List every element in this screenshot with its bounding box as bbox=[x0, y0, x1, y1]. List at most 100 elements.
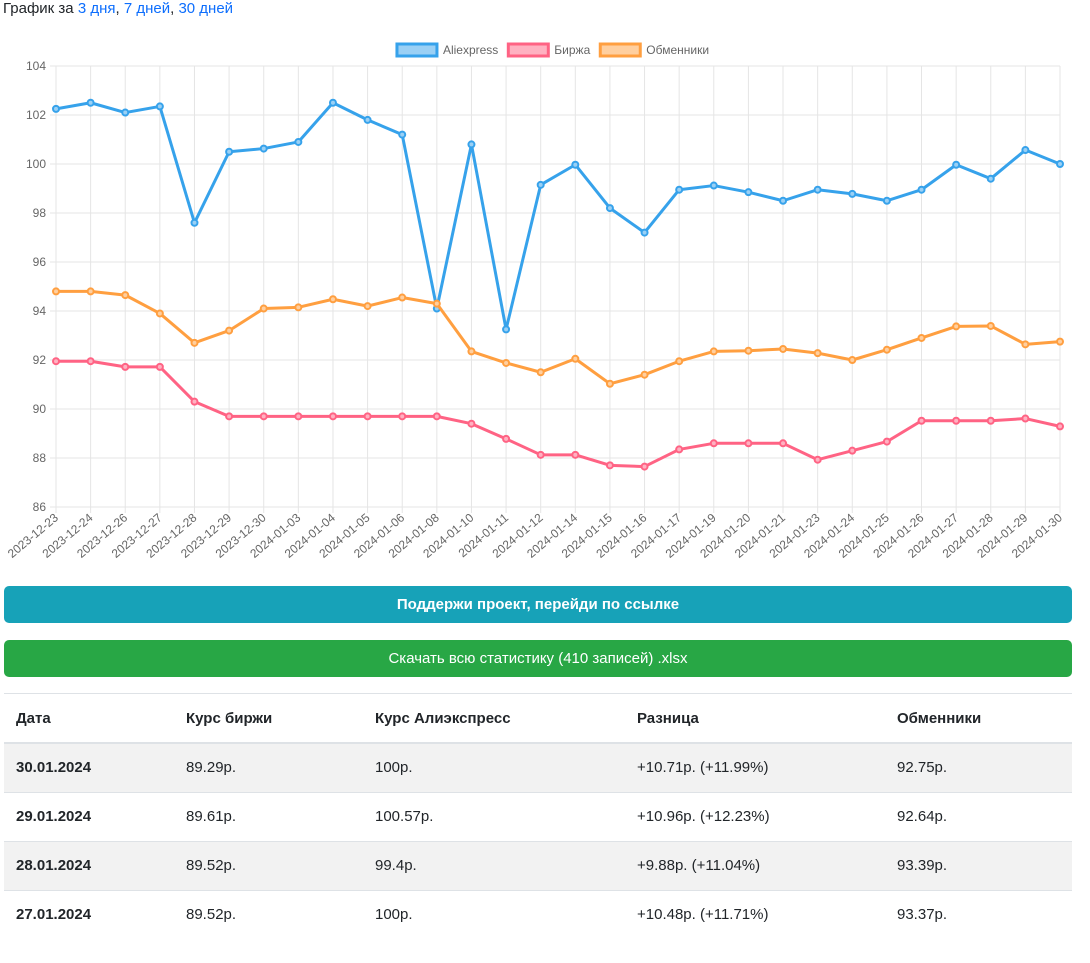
data-point[interactable] bbox=[225, 326, 234, 335]
data-point[interactable] bbox=[190, 397, 199, 406]
data-point[interactable] bbox=[536, 180, 545, 189]
data-point[interactable] bbox=[86, 98, 95, 107]
data-point[interactable] bbox=[467, 347, 476, 356]
data-point[interactable] bbox=[744, 188, 753, 197]
data-point[interactable] bbox=[52, 104, 60, 113]
data-point[interactable] bbox=[294, 303, 303, 312]
data-point[interactable] bbox=[675, 357, 684, 366]
data-point[interactable] bbox=[398, 412, 407, 421]
data-point[interactable] bbox=[536, 368, 545, 377]
data-point[interactable] bbox=[848, 446, 857, 455]
data-point[interactable] bbox=[848, 189, 857, 198]
data-point[interactable] bbox=[1021, 340, 1030, 349]
data-point[interactable] bbox=[675, 445, 684, 454]
data-point[interactable] bbox=[86, 357, 95, 366]
data-point[interactable] bbox=[121, 108, 130, 117]
data-point[interactable] bbox=[986, 321, 995, 330]
data-point[interactable] bbox=[363, 115, 372, 124]
period-link-3-days[interactable]: 3 дня bbox=[77, 0, 116, 17]
data-point[interactable] bbox=[986, 174, 995, 183]
download-statistics-button[interactable]: Скачать всю статистику (410 записей) .xl… bbox=[4, 640, 1072, 677]
data-point[interactable] bbox=[294, 412, 303, 421]
data-point[interactable] bbox=[675, 185, 684, 194]
data-point[interactable] bbox=[432, 299, 441, 308]
data-point[interactable] bbox=[640, 462, 649, 471]
data-point[interactable] bbox=[917, 416, 926, 425]
data-point[interactable] bbox=[502, 325, 511, 334]
data-point[interactable] bbox=[398, 130, 407, 139]
data-point[interactable] bbox=[536, 450, 545, 459]
data-point[interactable] bbox=[155, 362, 164, 371]
legend-item[interactable]: Aliexpress bbox=[395, 42, 498, 58]
data-point[interactable] bbox=[605, 379, 614, 388]
cell-exchangers: 93.37р. bbox=[885, 889, 1072, 939]
data-point[interactable] bbox=[813, 349, 822, 358]
data-point[interactable] bbox=[952, 322, 961, 331]
data-point[interactable] bbox=[709, 439, 718, 448]
data-point[interactable] bbox=[225, 412, 234, 421]
data-point[interactable] bbox=[467, 419, 476, 428]
data-point[interactable] bbox=[225, 147, 234, 156]
data-point[interactable] bbox=[155, 309, 164, 318]
data-point[interactable] bbox=[328, 98, 337, 107]
data-point[interactable] bbox=[52, 287, 60, 296]
period-link-7-days[interactable]: 7 дней bbox=[123, 0, 171, 17]
data-point[interactable] bbox=[259, 144, 268, 153]
data-point[interactable] bbox=[882, 345, 891, 354]
data-point[interactable] bbox=[640, 370, 649, 379]
data-point[interactable] bbox=[640, 228, 649, 237]
data-point[interactable] bbox=[813, 185, 822, 194]
data-point[interactable] bbox=[605, 461, 614, 470]
data-point[interactable] bbox=[779, 344, 788, 353]
legend-item[interactable]: Обменники bbox=[598, 42, 709, 58]
cell-aliexpress-rate: 100р. bbox=[363, 742, 625, 792]
data-point[interactable] bbox=[259, 412, 268, 421]
legend-item[interactable]: Биржа bbox=[506, 42, 591, 58]
data-point[interactable] bbox=[571, 450, 580, 459]
data-point[interactable] bbox=[502, 358, 511, 367]
data-point[interactable] bbox=[1056, 160, 1064, 168]
data-point[interactable] bbox=[432, 412, 441, 421]
data-point[interactable] bbox=[952, 160, 961, 169]
data-point[interactable] bbox=[744, 346, 753, 355]
data-point[interactable] bbox=[571, 160, 580, 169]
data-point[interactable] bbox=[86, 287, 95, 296]
data-point[interactable] bbox=[917, 333, 926, 342]
data-point[interactable] bbox=[190, 338, 199, 347]
data-point[interactable] bbox=[571, 354, 580, 363]
data-point[interactable] bbox=[52, 357, 60, 366]
data-point[interactable] bbox=[328, 295, 337, 304]
data-point[interactable] bbox=[467, 140, 476, 149]
data-point[interactable] bbox=[294, 137, 303, 146]
data-point[interactable] bbox=[363, 302, 372, 311]
data-point[interactable] bbox=[363, 412, 372, 421]
data-point[interactable] bbox=[917, 185, 926, 194]
data-point[interactable] bbox=[709, 347, 718, 356]
data-point[interactable] bbox=[813, 455, 822, 464]
data-point[interactable] bbox=[744, 439, 753, 448]
data-point[interactable] bbox=[605, 204, 614, 213]
data-point[interactable] bbox=[155, 102, 164, 111]
data-point[interactable] bbox=[709, 181, 718, 190]
support-project-button[interactable]: Поддержи проект, перейди по ссылке bbox=[4, 586, 1072, 623]
data-point[interactable] bbox=[502, 434, 511, 443]
data-point[interactable] bbox=[882, 196, 891, 205]
data-point[interactable] bbox=[779, 439, 788, 448]
data-point[interactable] bbox=[882, 437, 891, 446]
data-point[interactable] bbox=[259, 304, 268, 313]
data-point[interactable] bbox=[1056, 337, 1064, 346]
data-point[interactable] bbox=[952, 416, 961, 425]
data-point[interactable] bbox=[986, 416, 995, 425]
data-point[interactable] bbox=[398, 293, 407, 302]
data-point[interactable] bbox=[190, 218, 199, 227]
data-point[interactable] bbox=[848, 356, 857, 364]
legend-label: Aliexpress bbox=[443, 43, 498, 57]
data-point[interactable] bbox=[121, 362, 130, 371]
data-point[interactable] bbox=[1021, 146, 1030, 155]
data-point[interactable] bbox=[1021, 414, 1030, 423]
data-point[interactable] bbox=[121, 291, 130, 300]
data-point[interactable] bbox=[779, 196, 788, 205]
data-point[interactable] bbox=[1056, 422, 1064, 431]
data-point[interactable] bbox=[328, 412, 337, 421]
period-link-30-days[interactable]: 30 дней bbox=[178, 0, 234, 17]
